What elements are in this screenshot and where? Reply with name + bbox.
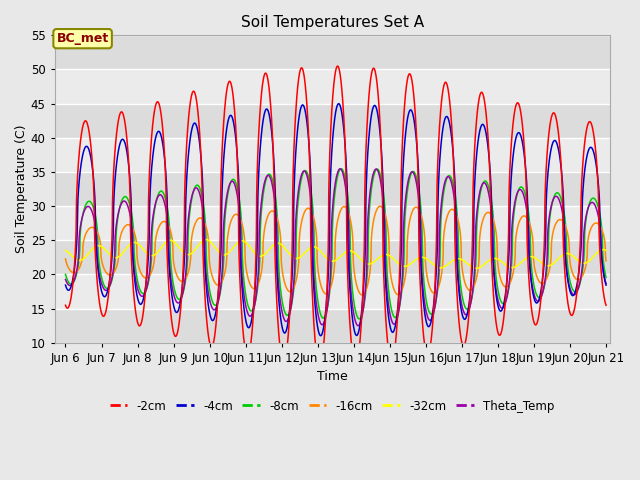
-4cm: [472, 159, 480, 165]
-4cm: [602, 282, 610, 288]
-4cm: [573, 283, 580, 288]
Theta_Temp: [457, 297, 465, 302]
-4cm: [457, 304, 465, 310]
-2cm: [573, 290, 580, 296]
Title: Soil Temperatures Set A: Soil Temperatures Set A: [241, 15, 424, 30]
Theta_Temp: [317, 322, 325, 327]
-4cm: [61, 282, 69, 288]
-4cm: [245, 324, 253, 330]
-2cm: [457, 334, 465, 340]
-16cm: [602, 258, 610, 264]
-16cm: [580, 271, 588, 276]
Text: BC_met: BC_met: [56, 32, 109, 45]
-16cm: [317, 284, 325, 289]
-8cm: [472, 256, 480, 262]
Bar: [54, 275, 610, 309]
-2cm: [245, 350, 253, 356]
-32cm: [61, 248, 69, 253]
-8cm: [61, 272, 69, 277]
Y-axis label: Soil Temperature (C): Soil Temperature (C): [15, 125, 28, 253]
Line: -8cm: -8cm: [65, 168, 606, 319]
-4cm: [580, 180, 588, 186]
-16cm: [358, 292, 366, 298]
-4cm: [317, 333, 324, 338]
Theta_Temp: [580, 238, 588, 244]
Line: Theta_Temp: Theta_Temp: [65, 169, 606, 326]
-16cm: [472, 277, 480, 283]
-32cm: [580, 260, 588, 266]
-8cm: [355, 316, 363, 322]
-8cm: [573, 288, 580, 294]
Line: -16cm: -16cm: [65, 206, 606, 295]
Theta_Temp: [336, 166, 344, 172]
Line: -4cm: -4cm: [65, 104, 606, 336]
Bar: [54, 240, 610, 275]
-16cm: [61, 256, 69, 262]
Bar: [54, 206, 610, 240]
Bar: [54, 309, 610, 343]
-16cm: [245, 279, 253, 285]
-2cm: [472, 124, 480, 130]
-4cm: [317, 332, 325, 338]
Bar: [54, 36, 610, 70]
-2cm: [602, 302, 610, 308]
Line: -32cm: -32cm: [65, 240, 606, 268]
-16cm: [457, 235, 465, 241]
X-axis label: Time: Time: [317, 371, 348, 384]
-16cm: [376, 204, 384, 209]
-4cm: [335, 101, 342, 107]
-2cm: [580, 153, 588, 158]
Theta_Temp: [61, 276, 69, 282]
Theta_Temp: [573, 289, 580, 295]
-32cm: [202, 237, 210, 242]
-16cm: [573, 276, 580, 282]
Bar: [54, 70, 610, 104]
-32cm: [317, 249, 325, 255]
-8cm: [602, 275, 610, 280]
-2cm: [316, 363, 323, 369]
-32cm: [472, 265, 480, 271]
-8cm: [245, 306, 253, 312]
Theta_Temp: [355, 323, 362, 329]
-32cm: [602, 248, 610, 253]
-2cm: [317, 359, 325, 365]
Theta_Temp: [472, 220, 480, 226]
-8cm: [457, 284, 465, 289]
Bar: [54, 172, 610, 206]
-8cm: [337, 166, 345, 171]
Theta_Temp: [245, 313, 253, 319]
Line: -2cm: -2cm: [65, 66, 606, 366]
-32cm: [573, 256, 580, 262]
Theta_Temp: [602, 281, 610, 287]
-32cm: [245, 243, 253, 249]
-32cm: [472, 265, 480, 271]
-32cm: [457, 256, 465, 262]
-8cm: [317, 313, 325, 319]
-2cm: [333, 63, 341, 69]
Bar: [54, 138, 610, 172]
-8cm: [580, 260, 588, 266]
Legend: -2cm, -4cm, -8cm, -16cm, -32cm, Theta_Temp: -2cm, -4cm, -8cm, -16cm, -32cm, Theta_Te…: [105, 395, 559, 417]
-2cm: [61, 302, 69, 308]
Bar: [54, 104, 610, 138]
